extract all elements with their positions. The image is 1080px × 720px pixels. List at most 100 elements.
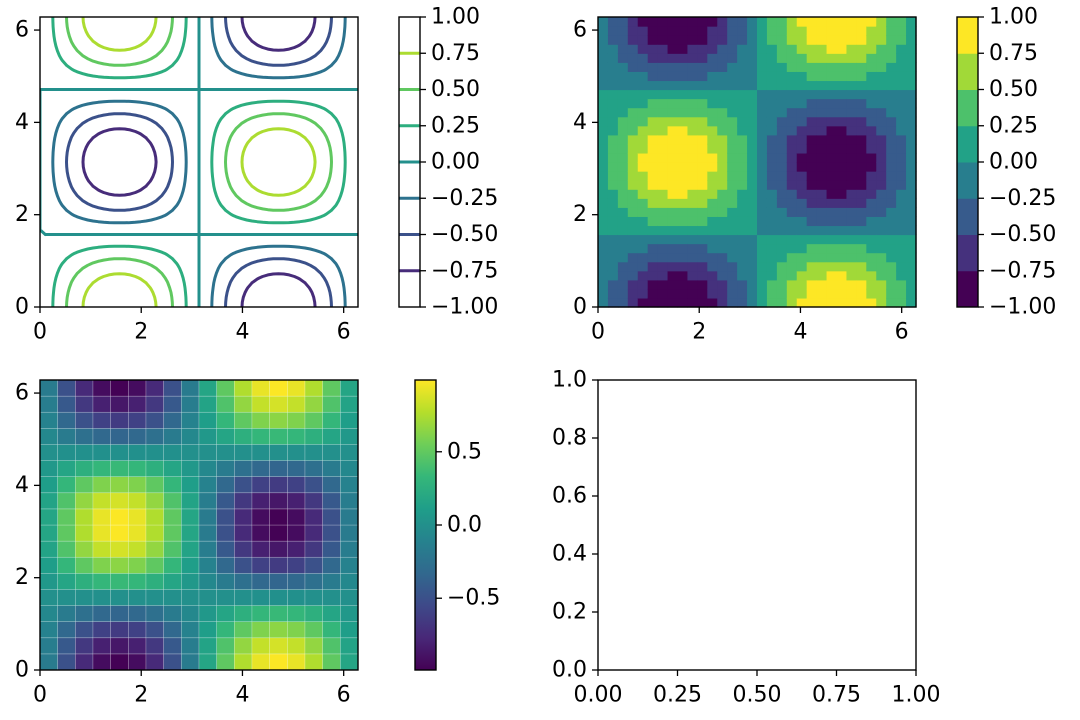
filled-contour-cell: [786, 297, 798, 308]
filled-contour-cell: [727, 62, 738, 72]
filled-contour-cell: [717, 53, 728, 63]
filled-contour-cell: [906, 152, 917, 163]
filled-contour-cell: [816, 297, 828, 308]
heatmap-cell: [57, 379, 76, 397]
y-tick-label: 2: [15, 202, 29, 227]
filled-contour-cell: [856, 143, 867, 154]
filled-contour-cell: [637, 243, 649, 254]
filled-contour-cell: [876, 270, 887, 281]
colorbar-band: [957, 53, 978, 90]
heatmap-cell: [181, 411, 200, 429]
filled-contour-cell: [856, 152, 867, 163]
filled-contour-cell: [707, 234, 718, 245]
heatmap-cell: [75, 540, 94, 558]
heatmap-cell: [234, 605, 253, 622]
filled-contour-cell: [816, 125, 828, 136]
filled-contour-cell: [627, 107, 639, 118]
filled-contour-cell: [707, 216, 718, 227]
filled-contour-cell: [717, 171, 728, 181]
filled-contour-cell: [886, 207, 897, 217]
filled-contour-cell: [657, 80, 669, 91]
filled-contour-cell: [806, 35, 818, 45]
filled-contour-cell: [667, 162, 679, 172]
filled-contour-cell: [617, 71, 629, 82]
filled-contour-cell: [657, 288, 669, 299]
filled-contour-cell: [806, 26, 818, 36]
filled-contour-cell: [866, 17, 877, 27]
plot-area: [598, 380, 916, 670]
filled-contour-cell: [836, 152, 848, 163]
colorbar-tick-label: 0.50: [989, 77, 1038, 102]
heatmap-cell: [287, 540, 306, 558]
heatmap-cell: [92, 379, 111, 397]
heatmap-cell: [216, 395, 235, 413]
filled-contour-cell: [866, 198, 877, 208]
filled-contour-cell: [707, 171, 718, 181]
filled-contour-cell: [697, 53, 708, 63]
heatmap-cell: [92, 395, 111, 413]
filled-contour-cell: [627, 180, 639, 190]
filled-contour-cell: [826, 89, 838, 100]
filled-contour-cell: [816, 279, 828, 290]
heatmap-cell: [198, 621, 217, 639]
colorbar-frame: [414, 379, 437, 671]
filled-contour-cell: [707, 26, 718, 36]
filled-contour-cell: [747, 107, 758, 118]
filled-contour-cell: [796, 134, 808, 145]
filled-contour-cell: [836, 35, 848, 45]
filled-contour-cell: [677, 198, 689, 208]
filled-contour-cell: [866, 270, 877, 281]
filled-contour-cell: [677, 134, 689, 145]
filled-contour-cell: [876, 180, 887, 190]
heatmap-cell: [269, 540, 288, 558]
filled-contour-cell: [687, 225, 698, 236]
filled-contour-cell: [687, 98, 698, 109]
filled-contour-cell: [896, 225, 907, 236]
filled-contour-cell: [896, 279, 907, 290]
filled-contour-cell: [607, 62, 619, 72]
filled-contour-cell: [896, 116, 907, 127]
filled-contour-cell: [856, 35, 867, 45]
filled-contour-cell: [766, 234, 778, 245]
heatmap-cell: [181, 379, 200, 397]
axes-frame: [39, 16, 359, 308]
heatmap-cell: [163, 573, 182, 590]
filled-contour-cell: [657, 116, 669, 127]
filled-contour-cell: [687, 80, 698, 91]
filled-contour-cell: [896, 288, 907, 299]
filled-contour-cell: [647, 107, 659, 118]
filled-contour-cell: [687, 17, 698, 27]
filled-contour-cell: [906, 207, 917, 217]
heatmap-cell: [304, 508, 323, 526]
filled-contour-cell: [687, 125, 698, 136]
filled-contour-cell: [846, 288, 857, 299]
heatmap-cell: [340, 411, 359, 429]
heatmap-cell: [322, 556, 341, 574]
filled-contour-cell: [856, 234, 867, 245]
filled-contour-cell: [667, 243, 679, 254]
filled-contour-cell: [717, 207, 728, 217]
filled-contour-cell: [766, 189, 778, 199]
filled-contour-cell: [786, 80, 798, 91]
contour-line-level: [81, 17, 317, 307]
filled-contour-cell: [607, 35, 619, 45]
filled-contour-cell: [856, 107, 867, 118]
filled-contour-cell: [816, 225, 828, 236]
colorbar-frame: [956, 16, 979, 308]
heatmap-cell: [75, 605, 94, 622]
heatmap-cell: [234, 524, 253, 542]
filled-contour-cell: [747, 261, 758, 272]
y-tick-label: 6: [15, 18, 29, 43]
filled-contour-cell: [866, 35, 877, 45]
colorbar-tick-label: 0.00: [989, 150, 1038, 175]
filled-contour-cell: [766, 35, 778, 45]
filled-contour-cell: [737, 89, 748, 100]
filled-contour-cell: [906, 80, 917, 91]
filled-contour-cell: [757, 98, 768, 109]
heatmap-cell: [57, 508, 76, 526]
filled-contour-cell: [647, 252, 659, 263]
filled-contour-cell: [836, 171, 848, 181]
filled-contour-cell: [727, 225, 738, 236]
filled-contour-cell: [727, 198, 738, 208]
filled-contour-cell: [687, 297, 698, 308]
